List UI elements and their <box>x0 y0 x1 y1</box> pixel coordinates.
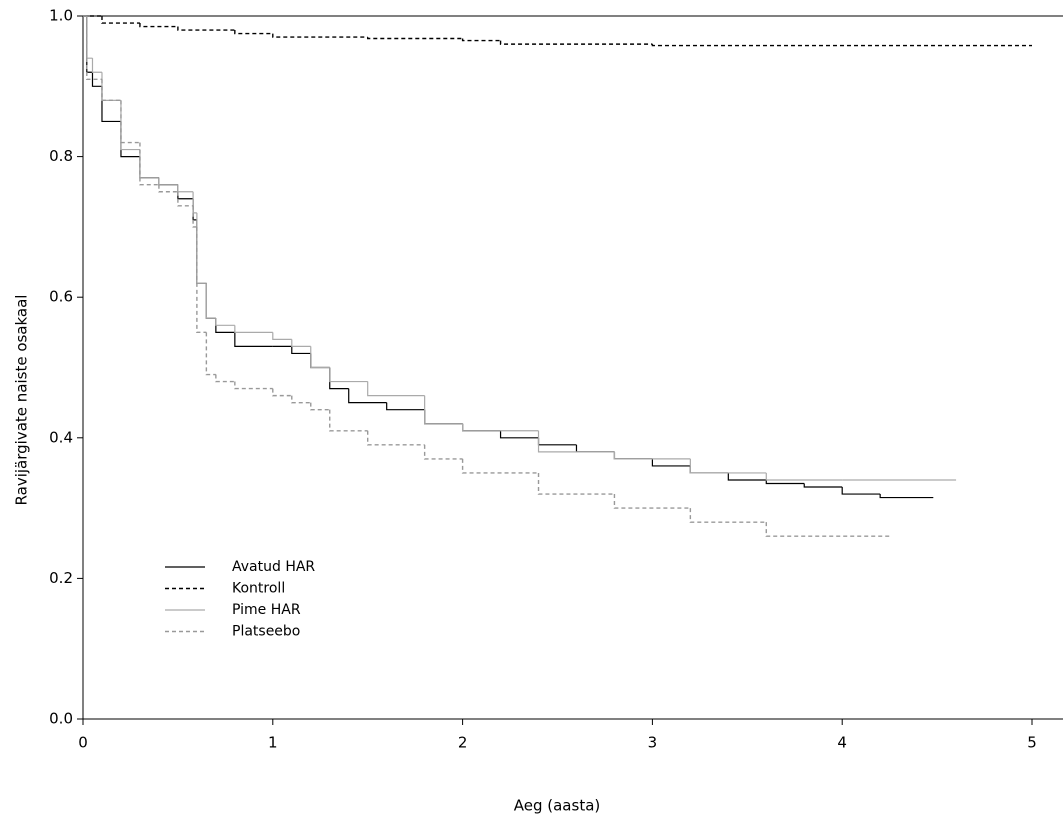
km-step <box>86 16 93 59</box>
y-tick-label: 0.2 <box>49 569 73 587</box>
km-step <box>367 381 425 397</box>
km-step <box>423 444 463 460</box>
km-step <box>101 16 140 24</box>
km-step <box>575 444 615 453</box>
legend-label: Avatud HAR <box>232 559 315 575</box>
x-tick-label: 5 <box>1027 734 1037 752</box>
km-step <box>86 16 102 80</box>
km-step <box>234 325 273 333</box>
x-tick-label: 1 <box>268 734 278 752</box>
y-tick-label: 1.0 <box>49 7 73 25</box>
km-step <box>139 23 178 28</box>
km-step <box>841 487 881 495</box>
km-step <box>120 121 140 158</box>
km-step <box>234 30 273 35</box>
km-step <box>177 26 235 31</box>
km-step <box>689 508 767 523</box>
km-step <box>205 283 216 319</box>
km-step <box>689 458 767 474</box>
y-tick-label: 0.4 <box>49 428 73 446</box>
km-step <box>329 409 368 432</box>
km-step <box>537 472 615 495</box>
x-tick-label: 4 <box>837 734 847 752</box>
km-step <box>196 219 207 284</box>
km-step <box>310 402 330 411</box>
km-step <box>462 423 539 432</box>
km-step <box>329 367 368 383</box>
km-step <box>291 395 311 404</box>
km-step <box>879 494 934 499</box>
km-step <box>101 72 121 101</box>
km-step <box>139 149 159 179</box>
x-tick-label: 2 <box>458 734 468 752</box>
legend-label: Platseebo <box>232 624 300 640</box>
km-step <box>367 37 463 40</box>
km-step <box>91 72 102 87</box>
km-step <box>196 226 207 334</box>
y-tick-label: 0.0 <box>49 710 73 728</box>
km-step <box>613 451 653 460</box>
km-step <box>272 332 292 340</box>
km-step <box>215 318 235 326</box>
km-step <box>310 353 330 369</box>
km-step <box>310 346 330 369</box>
km-step <box>158 184 178 193</box>
km-step <box>499 430 539 439</box>
km-step <box>499 40 653 45</box>
km-step <box>424 409 463 425</box>
km-step <box>101 79 121 102</box>
km-step <box>462 423 501 432</box>
km-step <box>205 283 216 319</box>
y-tick-label: 0.6 <box>49 288 73 306</box>
km-step <box>205 332 216 376</box>
km-step <box>537 437 577 446</box>
km-step <box>765 522 890 537</box>
km-step <box>651 44 1032 47</box>
km-step <box>196 212 207 284</box>
km-step <box>291 346 311 355</box>
km-step <box>234 332 273 348</box>
legend-label: Pime HAR <box>232 602 301 618</box>
km-step <box>689 465 729 474</box>
km-step <box>803 483 843 488</box>
km-step <box>386 402 425 411</box>
y-axis-title: Ravijärgivate naiste osakaal <box>13 295 31 506</box>
x-tick-label: 3 <box>648 734 658 752</box>
km-step <box>727 472 767 481</box>
km-step <box>101 86 121 123</box>
km-step <box>91 58 102 73</box>
km-step <box>651 458 691 467</box>
y-tick-label: 0.8 <box>49 147 73 165</box>
km-step <box>120 100 140 144</box>
km-step <box>424 395 463 425</box>
x-tick-label: 0 <box>78 734 88 752</box>
km-step <box>272 33 368 38</box>
km-step <box>537 430 615 453</box>
km-step <box>461 458 539 474</box>
km-step <box>348 388 387 404</box>
km-step <box>613 494 691 509</box>
km-step <box>139 142 159 186</box>
km-step <box>139 156 159 179</box>
km-step <box>86 16 93 73</box>
km-step <box>272 388 292 397</box>
km-step <box>329 367 349 390</box>
km-step <box>234 381 273 390</box>
km-step <box>158 177 178 186</box>
km-step <box>291 339 311 348</box>
km-step <box>613 451 691 460</box>
km-step <box>215 374 235 383</box>
x-axis-title: Aeg (aasta) <box>514 797 601 815</box>
legend-label: Kontroll <box>232 581 285 597</box>
km-step <box>177 184 194 193</box>
km-step <box>765 479 805 485</box>
km-step <box>192 205 197 228</box>
km-step <box>367 430 425 446</box>
km-step <box>461 38 501 42</box>
km-step <box>177 191 194 207</box>
km-step <box>158 177 178 186</box>
km-step <box>765 472 843 481</box>
